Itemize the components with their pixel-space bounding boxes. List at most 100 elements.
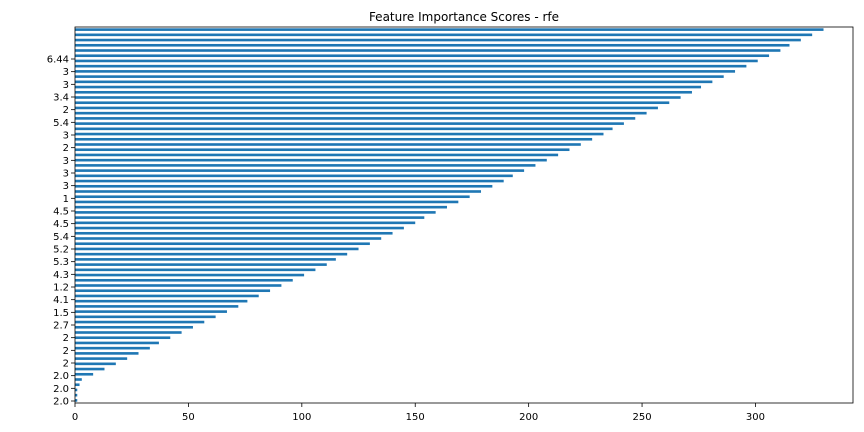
bar [75,64,747,68]
y-tick-label: 1 [63,194,69,205]
bar [75,252,348,256]
bar [75,284,282,287]
bar [75,132,604,136]
y-tick-label: 2 [63,333,69,344]
bar [75,96,681,99]
bar [75,158,547,162]
bar [75,378,82,381]
bar [75,372,94,376]
bar [75,195,470,199]
bar [75,247,359,251]
bar [75,75,724,78]
bar [75,263,327,266]
y-tick-label: 5.2 [53,245,69,256]
bar [75,393,78,397]
bar [75,90,692,94]
bar [75,143,581,146]
bar [75,305,239,308]
bar [75,216,425,219]
y-tick-label: 2.0 [53,397,69,408]
x-tick-label: 0 [72,412,78,423]
y-tick-label: 5.4 [53,232,69,243]
bar [75,226,404,230]
bar [75,331,182,334]
bar [75,325,193,329]
bar [75,388,78,392]
y-tick-label: 3 [63,67,69,78]
y-tick-label: 2.0 [53,371,69,382]
y-tick-label: 1.5 [53,308,69,319]
bar [75,38,801,42]
bar [75,237,382,240]
bar [75,153,559,157]
bar [75,174,513,178]
y-tick-label: 2.7 [53,321,69,332]
bar [75,111,647,115]
bar [75,242,370,246]
bar [75,169,525,172]
y-tick-label: 3 [63,181,69,192]
y-tick-label: 3 [63,80,69,91]
bar [75,320,205,324]
y-tick-label: 5.3 [53,257,69,268]
bar [75,273,305,277]
bar [75,211,436,214]
bar [75,367,105,371]
bar [75,43,790,47]
y-tick-label: 3 [63,131,69,142]
bar [75,346,150,350]
bar [75,54,770,58]
bars-group [75,28,824,402]
bar [75,294,259,298]
bar [75,258,336,261]
y-tick-label: 3 [63,169,69,180]
plot-frame [74,26,854,404]
bar [75,28,824,31]
bar [75,122,624,125]
bar [75,49,781,52]
y-tick-label: 2 [63,143,69,154]
bar [75,315,216,319]
bar [75,200,459,204]
bar [75,190,482,193]
bar [75,341,159,345]
bar [75,336,171,340]
bar [75,148,570,152]
bar [75,164,536,167]
y-tick-label: 2 [63,359,69,370]
bar [75,289,271,293]
y-tick-label: 2 [63,346,69,357]
bar [75,357,128,360]
bar [75,268,316,272]
bar [75,137,593,141]
bar [75,278,293,282]
y-tick-label: 5.4 [53,118,69,129]
y-tick-label: 2.0 [53,384,69,395]
bar [75,85,702,89]
bar [75,106,658,110]
bar [75,221,416,225]
y-tick-label: 2 [63,105,69,116]
bar [75,310,227,313]
bar [75,101,670,105]
bar [75,80,713,84]
y-tick-label: 3.4 [53,93,69,104]
bar [75,184,493,188]
y-tick-label: 1.2 [53,283,69,294]
bar [75,352,139,355]
bar [75,362,116,366]
x-tick-label: 50 [182,412,195,423]
chart-title: Feature Importance Scores - rfe [369,10,559,24]
x-tick-label: 150 [406,412,425,423]
bar [75,299,248,303]
bar [75,179,504,183]
bar [75,59,758,63]
y-tick-labels: 6.44333.425.43233314.54.55.45.25.34.31.2… [47,55,75,408]
x-tick-label: 100 [292,412,311,423]
bar [75,205,447,209]
bar [75,127,613,131]
y-tick-label: 6.44 [47,55,69,66]
x-tick-label: 250 [633,412,652,423]
